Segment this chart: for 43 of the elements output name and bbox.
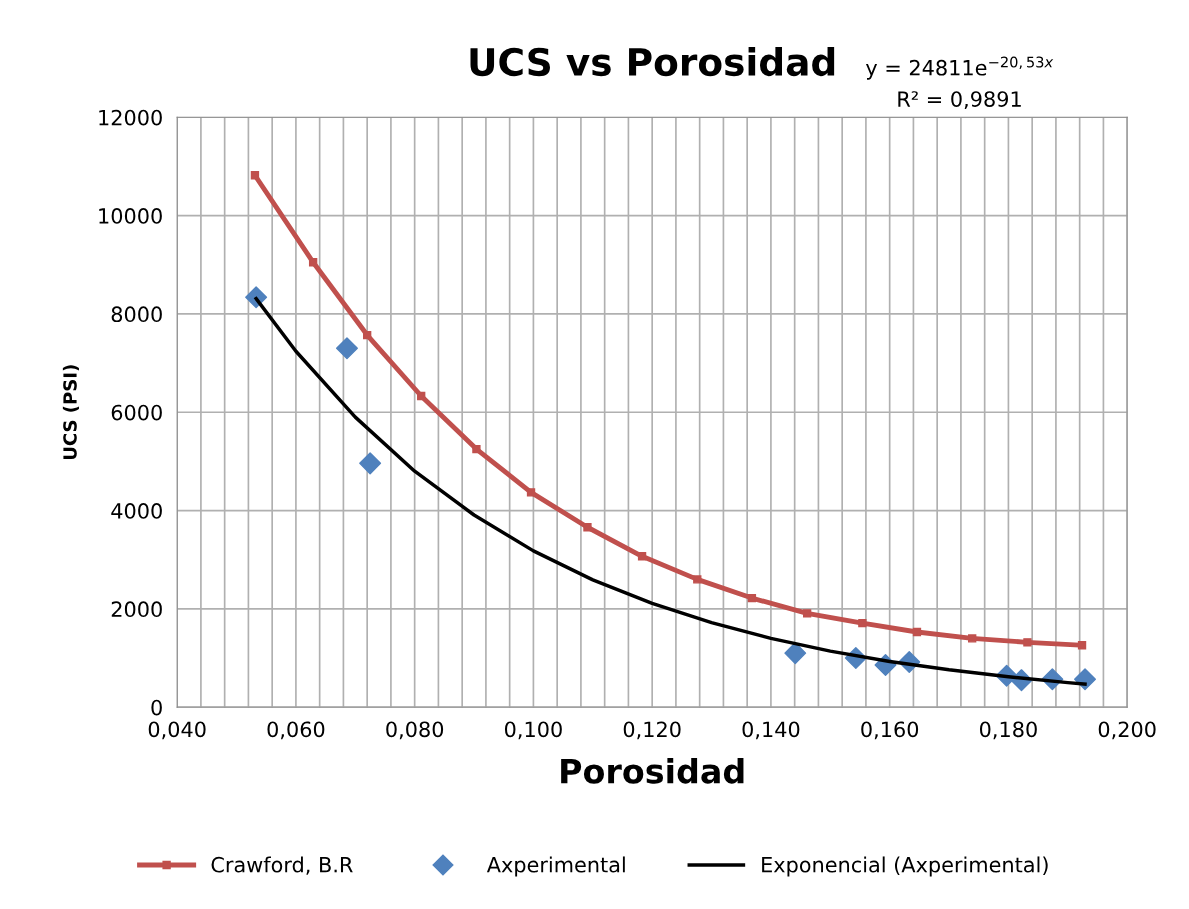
y-tick-label: 6000 — [111, 404, 162, 421]
point — [858, 618, 867, 628]
x-axis-title: Porosidad — [561, 757, 744, 784]
x-tick-label: 0,060 — [267, 721, 325, 740]
legend-label: Crawford, B.R — [211, 856, 353, 875]
point — [308, 258, 318, 267]
legend-label: Axperimental — [486, 856, 625, 877]
chart-title: UCS vs Porosidad — [470, 47, 835, 77]
point — [335, 337, 358, 360]
point — [417, 391, 426, 401]
x-tick-label: 0,100 — [504, 721, 562, 740]
point — [912, 627, 922, 637]
y-tick-label: 0 — [151, 699, 162, 716]
x-tick-label: 0,140 — [742, 721, 800, 740]
y-tick-label: 4000 — [111, 503, 162, 519]
point — [472, 444, 481, 454]
text: y = 24811e$^{−20,53x}$ — [865, 56, 1054, 80]
point — [802, 609, 812, 618]
y-axis-title: UCS (PSI) — [62, 365, 79, 460]
x-tick-label: 0,080 — [386, 721, 444, 740]
point — [1023, 638, 1032, 647]
point — [362, 330, 372, 340]
y-tick-label: 10000 — [99, 208, 162, 224]
x-tick-label: 0,040 — [148, 721, 206, 740]
y-tick-label: 2000 — [111, 601, 162, 618]
point — [693, 575, 702, 584]
x-tick-label: 0,120 — [623, 721, 681, 740]
x-tick-label: 0,160 — [861, 721, 919, 740]
x-tick-label: 0,180 — [979, 721, 1037, 740]
point — [637, 552, 647, 561]
point — [526, 488, 536, 497]
point — [359, 452, 382, 475]
point — [1077, 641, 1087, 650]
point — [784, 642, 807, 665]
y-tick-label: 12000 — [99, 109, 162, 126]
x-tick-label: 0,200 — [1098, 721, 1156, 740]
point — [583, 523, 592, 532]
point — [968, 634, 977, 643]
y-tick-label: 8000 — [111, 306, 162, 323]
point — [747, 593, 757, 603]
point — [250, 171, 260, 180]
legend-label: Exponencial (Axperimental) — [762, 856, 1048, 877]
text: R² = 0,9891 — [898, 91, 1021, 110]
